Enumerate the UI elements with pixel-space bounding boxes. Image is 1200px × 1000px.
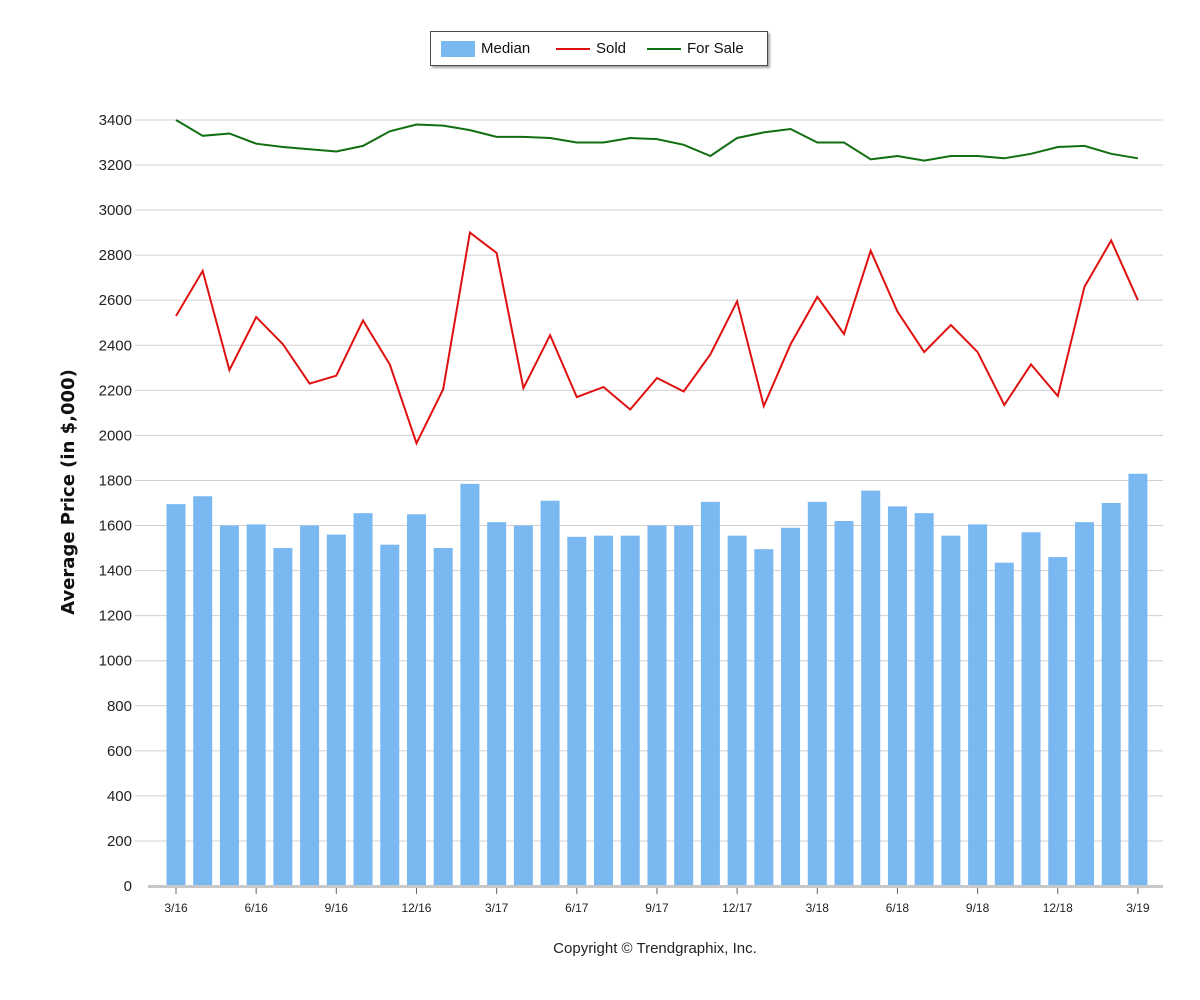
median-bar bbox=[914, 513, 934, 886]
x-tick-label: 12/18 bbox=[1043, 901, 1073, 915]
median-bar bbox=[326, 534, 346, 886]
x-tick-label: 9/16 bbox=[325, 901, 349, 915]
median-bar bbox=[193, 496, 213, 886]
legend-label-for-sale: For Sale bbox=[687, 40, 744, 57]
median-bar bbox=[700, 501, 720, 886]
median-bar bbox=[727, 535, 747, 886]
y-tick-label: 1600 bbox=[99, 518, 132, 535]
y-tick-label: 3000 bbox=[99, 202, 132, 219]
median-bar bbox=[300, 525, 320, 886]
legend-item-for-sale[interactable]: For Sale bbox=[647, 32, 744, 65]
median-bar bbox=[1048, 557, 1068, 886]
median-bar bbox=[754, 549, 774, 886]
median-bar bbox=[807, 501, 827, 886]
median-bar bbox=[941, 535, 961, 886]
x-tick-label: 12/17 bbox=[722, 901, 752, 915]
median-bar bbox=[433, 548, 453, 886]
y-axis-title: Average Price (in $,000) bbox=[58, 369, 79, 615]
y-tick-label: 1400 bbox=[99, 563, 132, 580]
median-bar bbox=[460, 483, 480, 886]
y-tick-label: 1200 bbox=[99, 608, 132, 625]
legend-swatch-sold bbox=[556, 47, 590, 50]
chart-legend: Median Sold For Sale bbox=[430, 31, 768, 66]
median-bars bbox=[166, 473, 1148, 886]
y-tick-label: 2600 bbox=[99, 292, 132, 309]
y-tick-label: 2200 bbox=[99, 382, 132, 399]
median-bar bbox=[540, 500, 560, 886]
median-bar bbox=[1128, 473, 1148, 886]
y-tick-label: 3400 bbox=[99, 112, 132, 129]
series-line-sold bbox=[175, 230, 1139, 446]
median-bar bbox=[594, 535, 614, 886]
median-bar bbox=[647, 525, 667, 886]
legend-item-median[interactable]: Median bbox=[441, 32, 530, 65]
y-tick-label: 600 bbox=[107, 743, 132, 760]
x-tick-label: 12/16 bbox=[401, 901, 431, 915]
median-bar bbox=[781, 527, 801, 886]
median-bar bbox=[353, 513, 373, 886]
y-tick-label: 400 bbox=[107, 788, 132, 805]
median-bar bbox=[834, 521, 854, 886]
median-bar bbox=[406, 514, 426, 886]
median-bar bbox=[513, 525, 533, 886]
axes: 0 200 400 600 800 1000 1200 1400 1600 1800 2000 220… bbox=[99, 112, 1163, 915]
legend-label-median: Median bbox=[481, 40, 531, 57]
legend-item-sold[interactable]: Sold bbox=[556, 32, 626, 65]
median-bar bbox=[273, 548, 293, 886]
median-bar bbox=[887, 506, 907, 886]
y-tick-label: 0 bbox=[124, 878, 132, 895]
y-tick-label: 200 bbox=[107, 833, 132, 850]
median-bar bbox=[994, 562, 1014, 886]
y-tick-label: 1800 bbox=[99, 472, 132, 489]
series-line-for-sale bbox=[175, 119, 1139, 162]
x-tick-label: 3/16 bbox=[164, 901, 188, 915]
legend-swatch-for-sale bbox=[647, 47, 681, 50]
x-tick-label: 6/17 bbox=[565, 901, 589, 915]
x-tick-label: 6/18 bbox=[886, 901, 910, 915]
x-tick-label: 3/19 bbox=[1126, 901, 1150, 915]
copyright-label: Copyright © Trendgraphix, Inc. bbox=[553, 940, 757, 957]
legend-label-sold: Sold bbox=[596, 40, 627, 57]
median-bar bbox=[1074, 522, 1094, 886]
legend-swatch-median bbox=[441, 40, 475, 57]
median-bar bbox=[861, 490, 881, 886]
x-tick-label: 3/18 bbox=[806, 901, 830, 915]
median-bar bbox=[219, 525, 239, 886]
x-tick-label: 3/17 bbox=[485, 901, 509, 915]
median-bar bbox=[246, 524, 266, 886]
median-bar bbox=[1101, 503, 1121, 886]
x-tick-label: 9/18 bbox=[966, 901, 990, 915]
y-tick-label: 2000 bbox=[99, 427, 132, 444]
y-tick-label: 800 bbox=[107, 698, 132, 715]
median-bar bbox=[674, 525, 694, 886]
median-bar bbox=[1021, 532, 1041, 886]
median-bar bbox=[380, 544, 400, 886]
y-tick-label: 2800 bbox=[99, 247, 132, 264]
median-bar bbox=[620, 535, 640, 886]
copyright-text: Copyright © Trendgraphix, Inc. bbox=[0, 940, 1200, 957]
median-bar bbox=[968, 524, 988, 886]
median-bar bbox=[166, 504, 186, 886]
median-bar bbox=[487, 522, 507, 886]
price-lines bbox=[175, 119, 1139, 446]
y-tick-label: 1000 bbox=[99, 653, 132, 670]
y-tick-label: 3200 bbox=[99, 157, 132, 174]
median-bar bbox=[567, 536, 587, 886]
x-tick-label: 6/16 bbox=[244, 901, 268, 915]
y-tick-label: 2400 bbox=[99, 337, 132, 354]
x-tick-label: 9/17 bbox=[645, 901, 669, 915]
